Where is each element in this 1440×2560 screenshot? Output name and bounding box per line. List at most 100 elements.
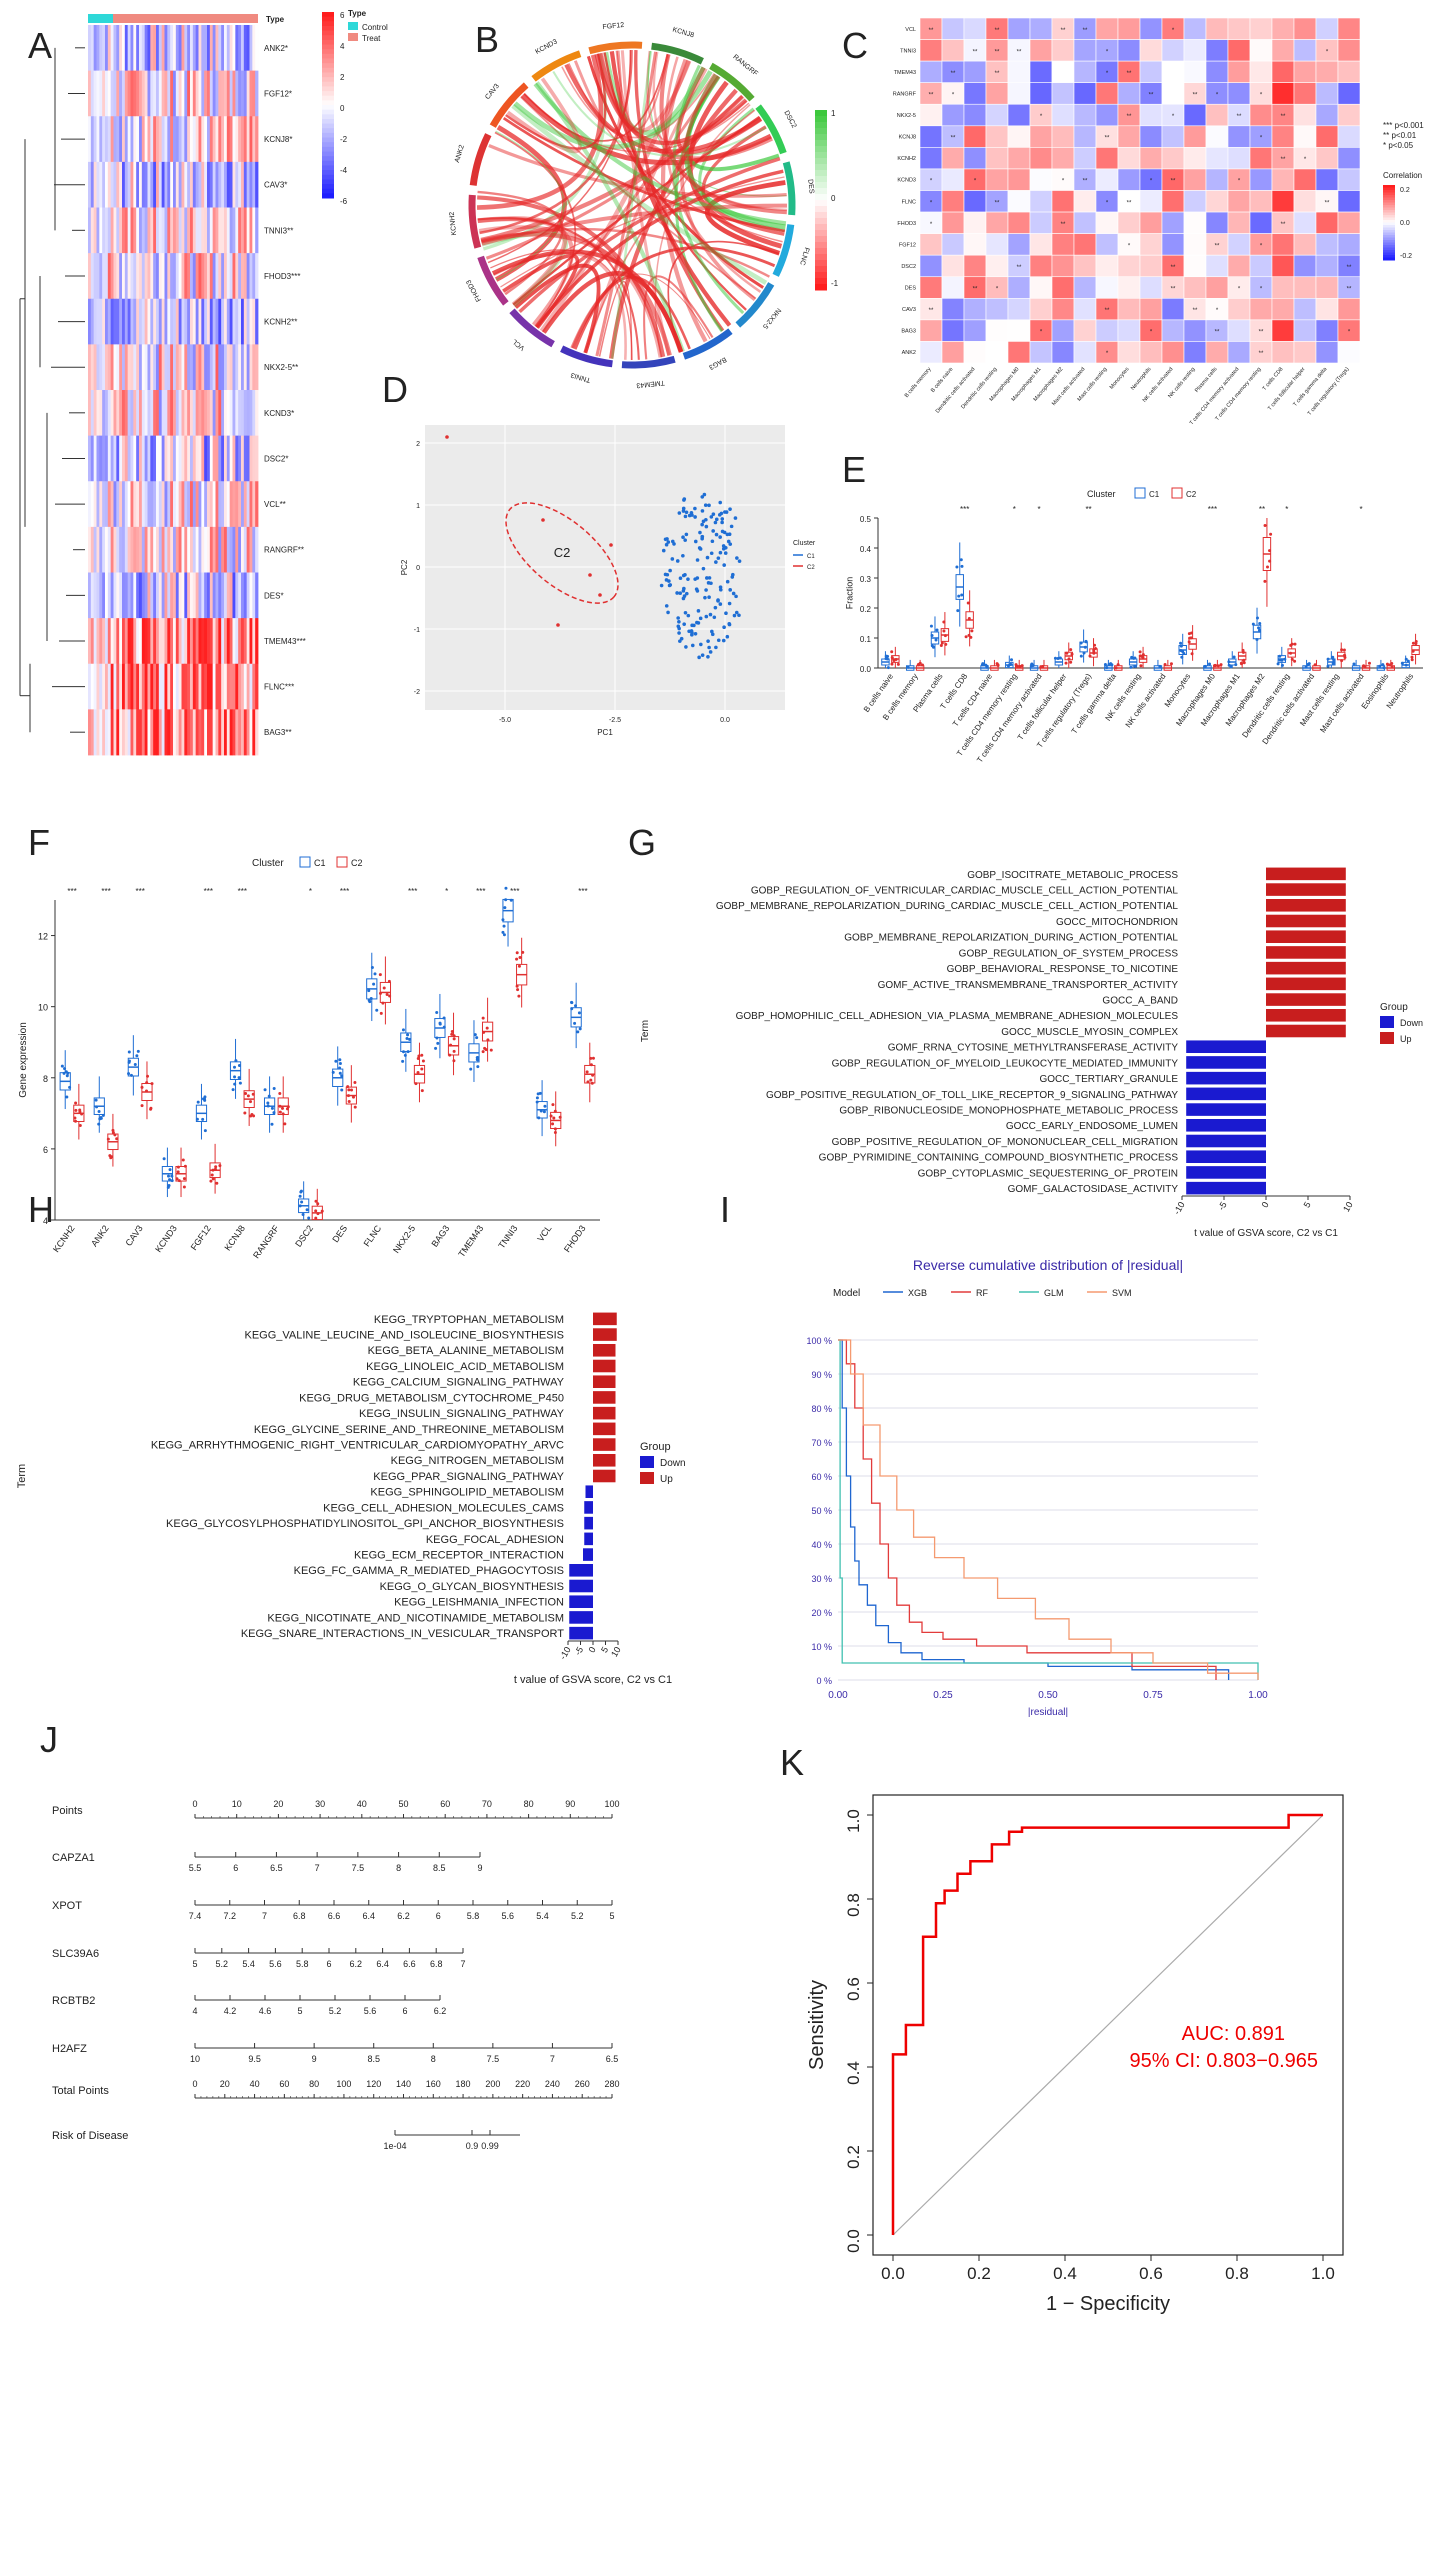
heatmap-cell xyxy=(110,25,114,72)
chord-link xyxy=(518,157,781,314)
colorbar-segment xyxy=(322,146,334,152)
heatmap-cell xyxy=(122,663,126,710)
term-label: GOBP_CYTOPLASMIC_SEQUESTERING_OF_PROTEIN xyxy=(918,1168,1178,1179)
heatmap-cell xyxy=(105,25,109,72)
data-point xyxy=(250,1112,254,1116)
heatmap-cell xyxy=(139,435,143,482)
heatmap-cell xyxy=(201,481,205,528)
data-point xyxy=(1163,662,1167,666)
heatmap-cell xyxy=(215,572,219,619)
significance-mark: ** xyxy=(1237,114,1242,120)
data-point xyxy=(1352,662,1356,666)
heatmap-cell xyxy=(198,344,202,391)
chord-link xyxy=(539,59,691,333)
heatmap-cell xyxy=(243,161,248,208)
significance-mark: ** xyxy=(1083,179,1088,185)
heatmap-cell xyxy=(246,70,250,117)
point-C1 xyxy=(705,576,709,580)
data-point xyxy=(1069,660,1073,664)
heatmap-cell xyxy=(153,435,157,482)
heatmap-cell xyxy=(181,572,185,619)
corr-cell xyxy=(1139,276,1163,299)
tick-label: 20 xyxy=(273,1799,283,1809)
data-point xyxy=(168,1168,172,1172)
term-label: GOBP_MEMBRANE_REPOLARIZATION_DURING_ACTI… xyxy=(844,933,1178,944)
heatmap-cell xyxy=(93,344,97,391)
heatmap-cell xyxy=(105,572,109,619)
point-C1 xyxy=(716,598,720,602)
heatmap-cell xyxy=(207,435,211,482)
heatmap-cell xyxy=(158,618,163,665)
heatmap-cell xyxy=(170,25,174,72)
corr-cell xyxy=(941,168,965,191)
heatmap-cell xyxy=(99,663,103,710)
heatmap-cell xyxy=(249,70,253,117)
heatmap-cell xyxy=(232,25,236,72)
data-point xyxy=(266,1104,270,1108)
heatmap-cell xyxy=(192,70,197,117)
heatmap-cell xyxy=(212,481,216,528)
colorbar-segment xyxy=(322,16,334,22)
point-C1 xyxy=(709,551,714,556)
corr-cell xyxy=(963,190,987,213)
heatmap-cell xyxy=(224,709,228,756)
corr-cell xyxy=(1161,233,1185,256)
point-C2 xyxy=(598,593,602,597)
tick-label: 60 xyxy=(440,1799,450,1809)
data-point xyxy=(65,1074,69,1078)
heatmap-cell xyxy=(175,344,180,391)
significance-mark: ** xyxy=(1347,287,1352,293)
data-point xyxy=(1053,656,1057,660)
data-point xyxy=(442,1016,446,1020)
data-point xyxy=(589,1056,593,1060)
legend-label-control: Control xyxy=(362,23,388,32)
heatmap-cell xyxy=(184,663,188,710)
data-point xyxy=(145,1089,149,1093)
heatmap-cell xyxy=(170,390,174,437)
point-C1 xyxy=(704,588,708,592)
heatmap-cell xyxy=(96,390,100,437)
panel-H: -10 -5 0 510KEGG_TRYPTOPHAN_METABOLISMKEGG_… xyxy=(16,1312,686,1686)
heatmap-cell xyxy=(252,709,256,756)
heatmap-cell xyxy=(96,435,100,482)
data-point xyxy=(176,1170,180,1174)
bar xyxy=(1266,930,1346,943)
heatmap-cell xyxy=(88,161,92,208)
heatmap-cell xyxy=(107,663,112,710)
heatmap-cell xyxy=(170,663,174,710)
heatmap-cell xyxy=(255,298,259,345)
corr-cell xyxy=(1337,168,1361,191)
heatmap-cell xyxy=(192,298,197,345)
corr-cell xyxy=(1315,147,1339,170)
data-point xyxy=(338,1066,342,1070)
heatmap-cell xyxy=(122,526,126,573)
colorbar-segment xyxy=(815,134,827,141)
heatmap-cell xyxy=(175,161,180,208)
heatmap-cell xyxy=(181,663,185,710)
data-point xyxy=(267,1094,271,1098)
heatmap-cell xyxy=(139,481,143,528)
corr-cell xyxy=(1051,254,1075,278)
legend-label-C1: C1 xyxy=(314,858,326,868)
heatmap-cell xyxy=(119,298,123,345)
point-C1 xyxy=(720,529,725,534)
heatmap-cell xyxy=(224,390,228,437)
legend-title: Correlation xyxy=(1383,171,1422,180)
significance-mark: ** xyxy=(929,92,934,98)
heatmap-cell xyxy=(190,298,194,345)
data-point xyxy=(97,1122,101,1126)
significance-mark: ** xyxy=(951,71,956,77)
data-point xyxy=(1169,662,1173,666)
heatmap-cell xyxy=(119,709,123,756)
data-point xyxy=(1410,655,1414,659)
heatmap-cell xyxy=(252,253,256,300)
tick-label: 240 xyxy=(545,2079,560,2089)
heatmap-cell xyxy=(170,481,174,528)
corr-cell xyxy=(1205,341,1229,364)
heatmap-cell xyxy=(116,618,120,665)
heatmap-cell xyxy=(130,481,134,528)
point-C1 xyxy=(706,639,710,643)
heatmap-cell xyxy=(93,390,97,437)
data-point xyxy=(1092,648,1096,652)
heatmap-cell xyxy=(218,435,222,482)
